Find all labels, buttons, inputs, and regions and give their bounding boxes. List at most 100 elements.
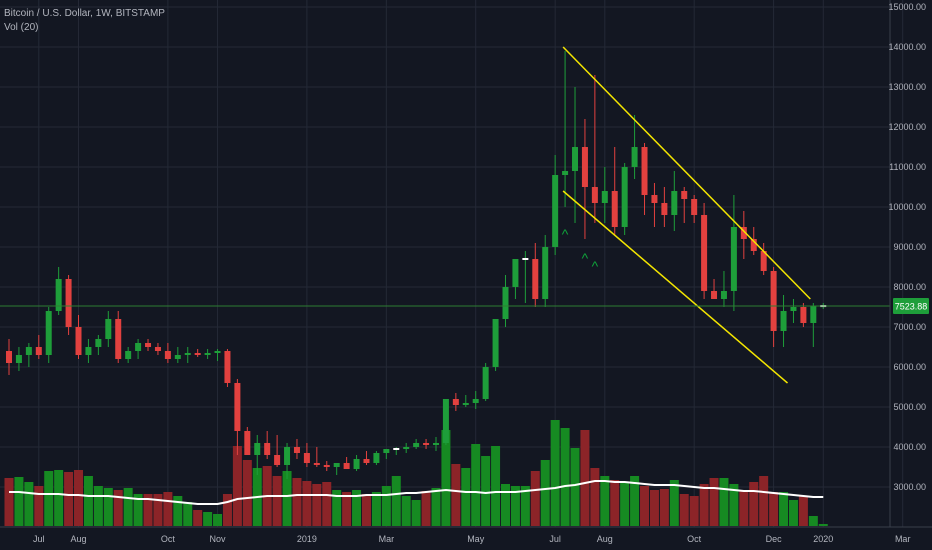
candle[interactable]: [512, 259, 519, 299]
candle[interactable]: [472, 391, 479, 409]
candle[interactable]: [601, 167, 608, 223]
candle[interactable]: [214, 349, 221, 361]
candles[interactable]: [6, 51, 827, 479]
candle-body: [810, 306, 817, 323]
candle[interactable]: [284, 443, 291, 479]
indicator-label[interactable]: Vol (20): [4, 22, 39, 33]
candle[interactable]: [224, 349, 231, 387]
channel-line[interactable]: [562, 190, 788, 384]
candle[interactable]: [462, 395, 469, 407]
candle[interactable]: [591, 75, 598, 223]
candle[interactable]: [274, 435, 281, 467]
candle[interactable]: [681, 187, 688, 223]
candle[interactable]: [522, 251, 529, 303]
candle[interactable]: [730, 195, 737, 311]
candle[interactable]: [770, 267, 777, 347]
candle-body: [601, 191, 608, 203]
candle[interactable]: [671, 171, 678, 231]
candle[interactable]: [234, 379, 241, 455]
candle[interactable]: [6, 339, 12, 375]
candle[interactable]: [353, 455, 360, 471]
candle[interactable]: [581, 119, 588, 239]
candle[interactable]: [552, 155, 559, 255]
candle[interactable]: [711, 279, 718, 299]
candle[interactable]: [393, 447, 400, 455]
candle[interactable]: [174, 347, 181, 363]
candle[interactable]: [532, 243, 539, 307]
volume-bar: [779, 492, 789, 526]
candle[interactable]: [264, 431, 271, 459]
candle[interactable]: [482, 363, 489, 401]
candle[interactable]: [740, 211, 747, 259]
candle[interactable]: [323, 461, 330, 471]
candle[interactable]: [442, 399, 449, 445]
candle[interactable]: [55, 267, 62, 315]
price-tick-label: 12000.00: [888, 122, 926, 132]
candle[interactable]: [194, 349, 201, 357]
candle[interactable]: [621, 163, 628, 235]
candle[interactable]: [780, 295, 787, 347]
time-axis[interactable]: Jul Aug Oct Nov 2019 Mar May Jul Aug Oct Dec 2020 Ma…: [33, 534, 910, 544]
candle[interactable]: [423, 439, 430, 449]
candle[interactable]: [303, 443, 310, 467]
candle[interactable]: [85, 339, 92, 363]
candle[interactable]: [75, 315, 82, 359]
candle[interactable]: [432, 437, 439, 451]
volume-bar: [649, 490, 659, 526]
candle[interactable]: [760, 243, 767, 275]
candle-body: [55, 279, 62, 311]
candle[interactable]: [363, 451, 370, 465]
candle[interactable]: [383, 449, 390, 459]
candle[interactable]: [542, 235, 549, 307]
candle[interactable]: [254, 435, 261, 475]
candle[interactable]: [720, 271, 727, 307]
candle[interactable]: [641, 143, 648, 215]
candle[interactable]: [413, 439, 420, 449]
candle[interactable]: [502, 275, 509, 327]
candle[interactable]: [45, 307, 52, 363]
candle[interactable]: [790, 299, 797, 323]
candle-body: [423, 443, 430, 445]
candle[interactable]: [293, 439, 300, 459]
symbol-title[interactable]: Bitcoin / U.S. Dollar, 1W, BITSTAMP: [4, 8, 165, 19]
candle[interactable]: [651, 183, 658, 227]
candle[interactable]: [244, 427, 251, 455]
candle[interactable]: [373, 451, 380, 465]
channel-line[interactable]: [562, 46, 811, 300]
candle-body: [234, 383, 241, 431]
candle[interactable]: [105, 311, 112, 347]
candle[interactable]: [691, 195, 698, 223]
candle[interactable]: [701, 203, 708, 299]
candle[interactable]: [800, 303, 807, 327]
candle[interactable]: [145, 339, 152, 351]
candle[interactable]: [810, 303, 817, 347]
candle[interactable]: [154, 343, 161, 355]
candle[interactable]: [631, 115, 638, 179]
candle-body: [760, 251, 767, 271]
price-axis[interactable]: 15000.00 14000.00 13000.00 12000.00 11000.00…: [888, 2, 926, 492]
candle[interactable]: [95, 335, 102, 355]
candle[interactable]: [65, 275, 72, 335]
candle[interactable]: [661, 187, 668, 227]
candle[interactable]: [15, 347, 22, 371]
candle[interactable]: [562, 51, 569, 207]
candle[interactable]: [343, 457, 350, 469]
candle[interactable]: [611, 147, 618, 235]
candle[interactable]: [403, 443, 410, 453]
candle[interactable]: [184, 347, 191, 363]
candle[interactable]: [164, 343, 171, 363]
candle[interactable]: [204, 349, 211, 359]
candle[interactable]: [135, 339, 142, 359]
candle[interactable]: [25, 343, 32, 367]
channel-lines[interactable]: [562, 46, 811, 384]
candle-body: [85, 347, 92, 355]
candle[interactable]: [313, 447, 320, 467]
candle[interactable]: [333, 463, 340, 475]
candle[interactable]: [492, 319, 499, 371]
volume-bar: [242, 460, 252, 526]
candle[interactable]: [115, 311, 122, 363]
candle[interactable]: [452, 393, 459, 411]
candle[interactable]: [35, 335, 42, 359]
candle[interactable]: [125, 347, 132, 363]
